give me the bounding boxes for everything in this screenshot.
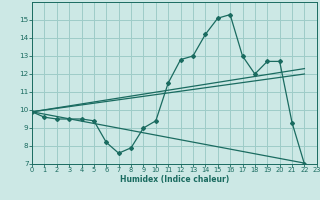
X-axis label: Humidex (Indice chaleur): Humidex (Indice chaleur) <box>120 175 229 184</box>
